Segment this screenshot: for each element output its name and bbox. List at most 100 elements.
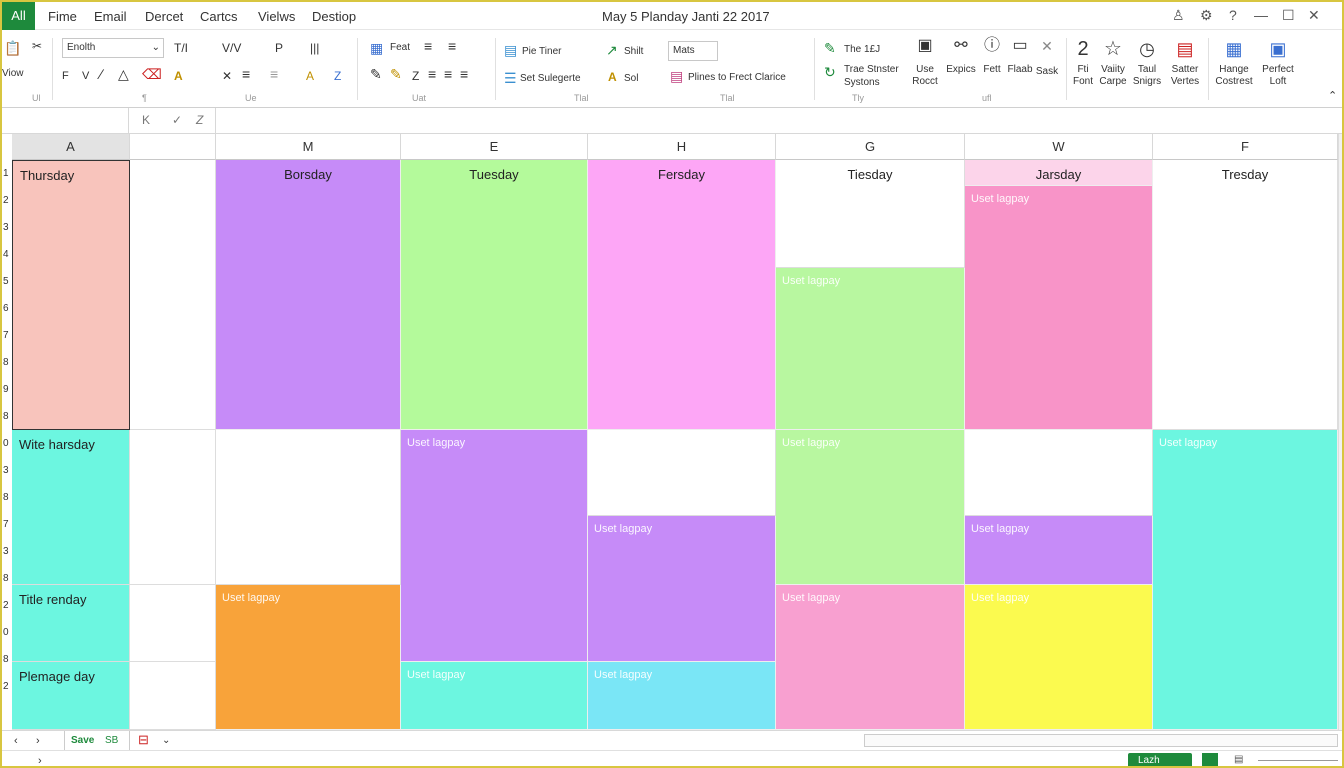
add-sheet-icon[interactable]: ⊟ <box>138 732 149 747</box>
user-icon[interactable]: ♙ <box>1172 7 1185 23</box>
bold-button[interactable]: F <box>62 70 69 82</box>
align-center-icon[interactable]: ≡ <box>444 66 453 82</box>
row-number[interactable]: 7 <box>3 330 9 341</box>
prev-sheet-icon[interactable]: ‹ <box>14 735 18 747</box>
cell-row-label[interactable]: Wite harsday <box>12 430 130 585</box>
feat-label[interactable]: Feat <box>390 42 411 53</box>
zoom-slider[interactable] <box>1258 760 1338 761</box>
menu-item-desktop[interactable]: Destiop <box>312 9 357 24</box>
file-liner-button[interactable]: Pie Tiner <box>522 46 562 57</box>
font-2-button[interactable]: 2 Fti Font <box>1072 38 1093 87</box>
z-button[interactable]: Z <box>412 69 420 83</box>
event-block[interactable]: Uset lagpay <box>401 430 588 662</box>
restore-icon[interactable]: ☐ <box>1282 7 1295 23</box>
hange-button[interactable]: ▦ Hange Costrest <box>1215 39 1253 87</box>
triangle-icon[interactable]: △ <box>118 66 129 82</box>
event-block[interactable]: Uset lagpay <box>401 662 588 730</box>
day-header-cell[interactable]: Fersday <box>588 160 776 430</box>
row-number[interactable]: 8 <box>3 573 9 584</box>
cell-empty[interactable] <box>130 662 216 730</box>
filter-icon[interactable]: ▤ <box>504 42 518 58</box>
column-header-m[interactable]: M <box>216 134 401 160</box>
menu-item-direct[interactable]: Dercet <box>145 9 184 24</box>
cell-empty[interactable] <box>130 160 216 430</box>
cell-empty[interactable] <box>130 430 216 585</box>
sask-button[interactable]: ✕ Sask <box>1035 38 1059 77</box>
font-color-button[interactable]: A <box>174 69 183 83</box>
refresh-icon[interactable]: ↻ <box>824 64 836 80</box>
menu-item-file[interactable]: Fime <box>48 9 77 24</box>
table-icon[interactable]: ▦ <box>370 40 384 56</box>
pencil-icon[interactable]: ✎ <box>824 40 836 56</box>
column-header-w[interactable]: W <box>965 134 1153 160</box>
cell-row-label[interactable]: Plemage day <box>12 662 130 730</box>
event-block[interactable]: Uset lagpay <box>965 186 1153 430</box>
menu-item-views[interactable]: Vielws <box>258 9 296 24</box>
sheet-menu-icon[interactable]: ⌄ <box>162 735 171 746</box>
indent-icon[interactable]: ≡ <box>270 66 279 82</box>
marker-icon[interactable]: ✎ <box>390 66 402 82</box>
close-icon[interactable]: ✕ <box>1308 7 1320 23</box>
cell-empty[interactable] <box>965 430 1153 516</box>
row-number[interactable]: 6 <box>3 303 9 314</box>
italic-button[interactable]: V <box>82 70 90 82</box>
help-icon[interactable]: ? <box>1229 7 1237 23</box>
row-number[interactable]: 8 <box>3 357 9 368</box>
align-icon[interactable]: ≡ <box>424 38 433 54</box>
function-button[interactable]: Z <box>196 113 204 127</box>
status-badge[interactable]: Lazh <box>1128 753 1192 766</box>
taul-button[interactable]: ◷ Taul Snigrs <box>1130 38 1164 88</box>
event-block[interactable]: Uset lagpay <box>776 585 965 730</box>
cell-empty[interactable] <box>588 430 776 516</box>
plines-icon[interactable]: ▤ <box>670 68 684 84</box>
row-number[interactable]: 5 <box>3 276 9 287</box>
row-number[interactable]: 1 <box>3 168 9 179</box>
enter-button[interactable]: ✓ <box>172 113 183 127</box>
settings-icon[interactable]: ⚙ <box>1200 7 1213 23</box>
event-block[interactable]: Uset lagpay <box>965 516 1153 585</box>
font-name-dropdown[interactable]: Enolth ⌄ <box>62 38 164 58</box>
set-category-button[interactable]: Set Sulegerte <box>520 73 581 84</box>
paragraph-glyph[interactable]: P <box>275 41 284 55</box>
clear-format-icon[interactable]: ⌫ <box>142 66 162 82</box>
menu-item-email[interactable]: Email <box>94 9 127 24</box>
row-number[interactable]: 3 <box>3 546 9 557</box>
sol-icon[interactable]: A <box>608 70 617 84</box>
align-left-icon[interactable]: ≡ <box>428 66 437 82</box>
event-block[interactable]: Uset lagpay <box>588 516 776 662</box>
vaiity-button[interactable]: ☆ Vaiity Carpe <box>1096 38 1130 88</box>
day-header-cell[interactable]: Tuesday <box>401 160 588 430</box>
align-right-icon[interactable]: ≡ <box>460 66 469 82</box>
cut-icon[interactable]: ✂ <box>32 39 43 53</box>
column-header-f[interactable]: F <box>1153 134 1338 160</box>
column-header-a[interactable]: A <box>12 134 130 160</box>
text-color-button[interactable]: Z <box>334 69 342 83</box>
cell-row-label[interactable]: Title renday <box>12 585 130 662</box>
day-header-cell[interactable]: Tresday <box>1153 160 1338 430</box>
pen-icon[interactable]: ∕ <box>100 66 103 82</box>
font-size-glyph[interactable]: T/I <box>174 41 188 55</box>
row-number[interactable]: 0 <box>3 627 9 638</box>
vertical-scrollbar[interactable] <box>1338 134 1342 730</box>
expics-button[interactable]: ⚯ Expics <box>944 38 978 76</box>
plines-button[interactable]: Plines to Frect Clarice <box>688 72 786 83</box>
perfect-button[interactable]: ▣ Perfect Loft <box>1258 38 1298 88</box>
list-icon[interactable]: ≡ <box>242 66 251 82</box>
the-button[interactable]: The 1£J <box>844 44 881 55</box>
row-number[interactable]: 4 <box>3 249 9 260</box>
cell-empty[interactable] <box>216 430 401 585</box>
cancel-button[interactable]: K <box>142 113 151 127</box>
row-number[interactable]: 0 <box>3 438 9 449</box>
row-number[interactable]: 3 <box>3 465 9 476</box>
mats-dropdown[interactable]: Mats <box>668 41 718 61</box>
view-normal-icon[interactable] <box>1202 753 1218 766</box>
event-block[interactable]: Uset lagpay <box>776 268 965 430</box>
columns-glyph[interactable]: ||| <box>310 41 320 55</box>
row-number[interactable]: 8 <box>3 654 9 665</box>
font-style-glyph[interactable]: V/V <box>222 41 242 55</box>
sol-button[interactable]: Sol <box>624 73 639 84</box>
event-block[interactable]: Uset lagpay <box>1153 430 1338 730</box>
day-header-cell[interactable]: Tiesday <box>776 160 965 268</box>
sort-icon[interactable]: ☰ <box>504 70 517 86</box>
column-header-h[interactable]: H <box>588 134 776 160</box>
